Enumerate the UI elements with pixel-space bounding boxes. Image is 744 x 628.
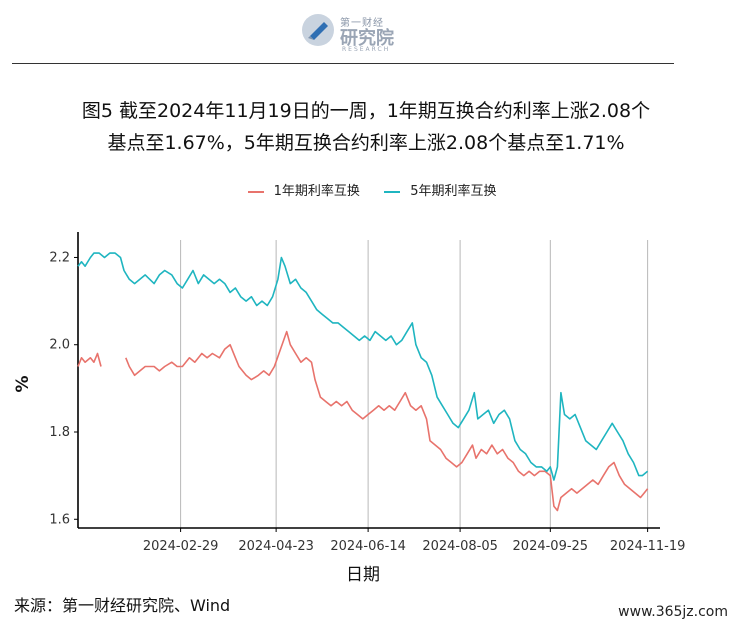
series-1y-line xyxy=(77,352,102,367)
y-axis-title: % xyxy=(13,375,33,392)
figure-title-line2: 基点至1.67%，5年期互换合约利率上涨2.08个基点至1.71% xyxy=(107,132,625,154)
header-divider xyxy=(12,63,674,64)
legend-label-5y: 5年期利率互换 xyxy=(410,184,497,199)
source-note: 来源：第一财经研究院、Wind xyxy=(14,596,231,615)
y-tick-label: 2.0 xyxy=(49,338,70,353)
x-tick-label: 2024-04-23 xyxy=(238,539,314,554)
legend-label-1y: 1年期利率互换 xyxy=(273,184,360,199)
logo-big-text: 研究院 xyxy=(340,28,394,49)
x-axis-title: 日期 xyxy=(346,565,380,585)
x-tick-label: 2024-06-14 xyxy=(330,539,406,554)
legend-item-5y: 5年期利率互换 xyxy=(384,180,496,199)
x-tick-label: 2024-08-05 xyxy=(422,539,498,554)
x-tick-label: 2024-02-29 xyxy=(143,539,219,554)
x-tick-label: 2024-09-25 xyxy=(513,539,589,554)
watermark: www.365jz.com xyxy=(614,602,732,622)
y-tick-label: 2.2 xyxy=(49,250,70,265)
chart-legend: 1年期利率互换 5年期利率互换 xyxy=(0,180,744,199)
series-5y-line xyxy=(77,252,649,481)
y-tick-label: 1.6 xyxy=(49,512,70,527)
legend-item-1y: 1年期利率互换 xyxy=(247,180,360,199)
series-1y-line xyxy=(125,330,649,512)
logo-mark-icon xyxy=(302,14,334,46)
y-tick-label: 1.8 xyxy=(49,425,70,440)
legend-swatch-5y xyxy=(384,190,401,193)
x-tick-label: 2024-11-19 xyxy=(610,539,686,554)
figure-title: 图5 截至2024年11月19日的一周，1年期互换合约利率上涨2.08个 基点至… xyxy=(16,95,716,159)
logo-sub-text: RESEARCH xyxy=(342,46,391,53)
rate-swap-line-chart: 1.6 1.8 2.0 2.2 2024-02-29 2024-04-23 2024-06-… xyxy=(13,232,686,585)
logo: 第一财经 研究院 RESEARCH xyxy=(300,10,450,54)
legend-swatch-1y xyxy=(247,190,264,193)
figure-title-line1: 图5 截至2024年11月19日的一周，1年期互换合约利率上涨2.08个 xyxy=(81,100,651,122)
logo-small-text: 第一财经 xyxy=(340,18,384,29)
